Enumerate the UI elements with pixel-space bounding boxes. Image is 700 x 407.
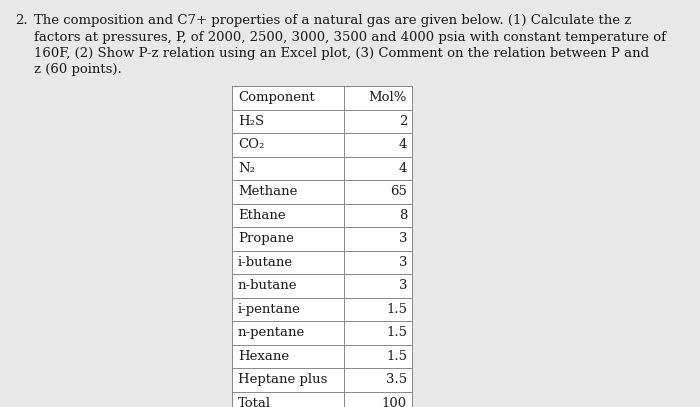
Text: The composition and C7+ properties of a natural gas are given below. (1) Calcula: The composition and C7+ properties of a … bbox=[34, 14, 631, 27]
Text: 3: 3 bbox=[398, 232, 407, 245]
Text: Ethane: Ethane bbox=[238, 209, 286, 222]
Text: N₂: N₂ bbox=[238, 162, 255, 175]
Text: z (60 points).: z (60 points). bbox=[34, 63, 122, 77]
Text: Component: Component bbox=[238, 91, 315, 104]
Text: 100: 100 bbox=[382, 397, 407, 407]
Bar bbox=[232, 86, 412, 407]
Text: 2.: 2. bbox=[15, 14, 27, 27]
Text: 3.5: 3.5 bbox=[386, 373, 407, 386]
Text: H₂S: H₂S bbox=[238, 115, 264, 128]
Text: 1.5: 1.5 bbox=[386, 303, 407, 316]
Text: Hexane: Hexane bbox=[238, 350, 289, 363]
Text: n-pentane: n-pentane bbox=[238, 326, 305, 339]
Text: 4: 4 bbox=[398, 162, 407, 175]
Text: Methane: Methane bbox=[238, 185, 298, 198]
Text: 65: 65 bbox=[390, 185, 407, 198]
Text: 1.5: 1.5 bbox=[386, 326, 407, 339]
Text: 1.5: 1.5 bbox=[386, 350, 407, 363]
Text: 3: 3 bbox=[398, 279, 407, 292]
Text: factors at pressures, P, of 2000, 2500, 3000, 3500 and 4000 psia with constant t: factors at pressures, P, of 2000, 2500, … bbox=[34, 31, 666, 44]
Text: CO₂: CO₂ bbox=[238, 138, 265, 151]
Text: 8: 8 bbox=[398, 209, 407, 222]
Text: i-butane: i-butane bbox=[238, 256, 293, 269]
Text: Heptane plus: Heptane plus bbox=[238, 373, 328, 386]
Text: 160F, (2) Show P-z relation using an Excel plot, (3) Comment on the relation bet: 160F, (2) Show P-z relation using an Exc… bbox=[34, 47, 649, 60]
Text: 4: 4 bbox=[398, 138, 407, 151]
Text: Total: Total bbox=[238, 397, 271, 407]
Text: i-pentane: i-pentane bbox=[238, 303, 301, 316]
Text: Propane: Propane bbox=[238, 232, 294, 245]
Text: 2: 2 bbox=[398, 115, 407, 128]
Text: 3: 3 bbox=[398, 256, 407, 269]
Text: Mol%: Mol% bbox=[369, 91, 407, 104]
Text: n-butane: n-butane bbox=[238, 279, 298, 292]
